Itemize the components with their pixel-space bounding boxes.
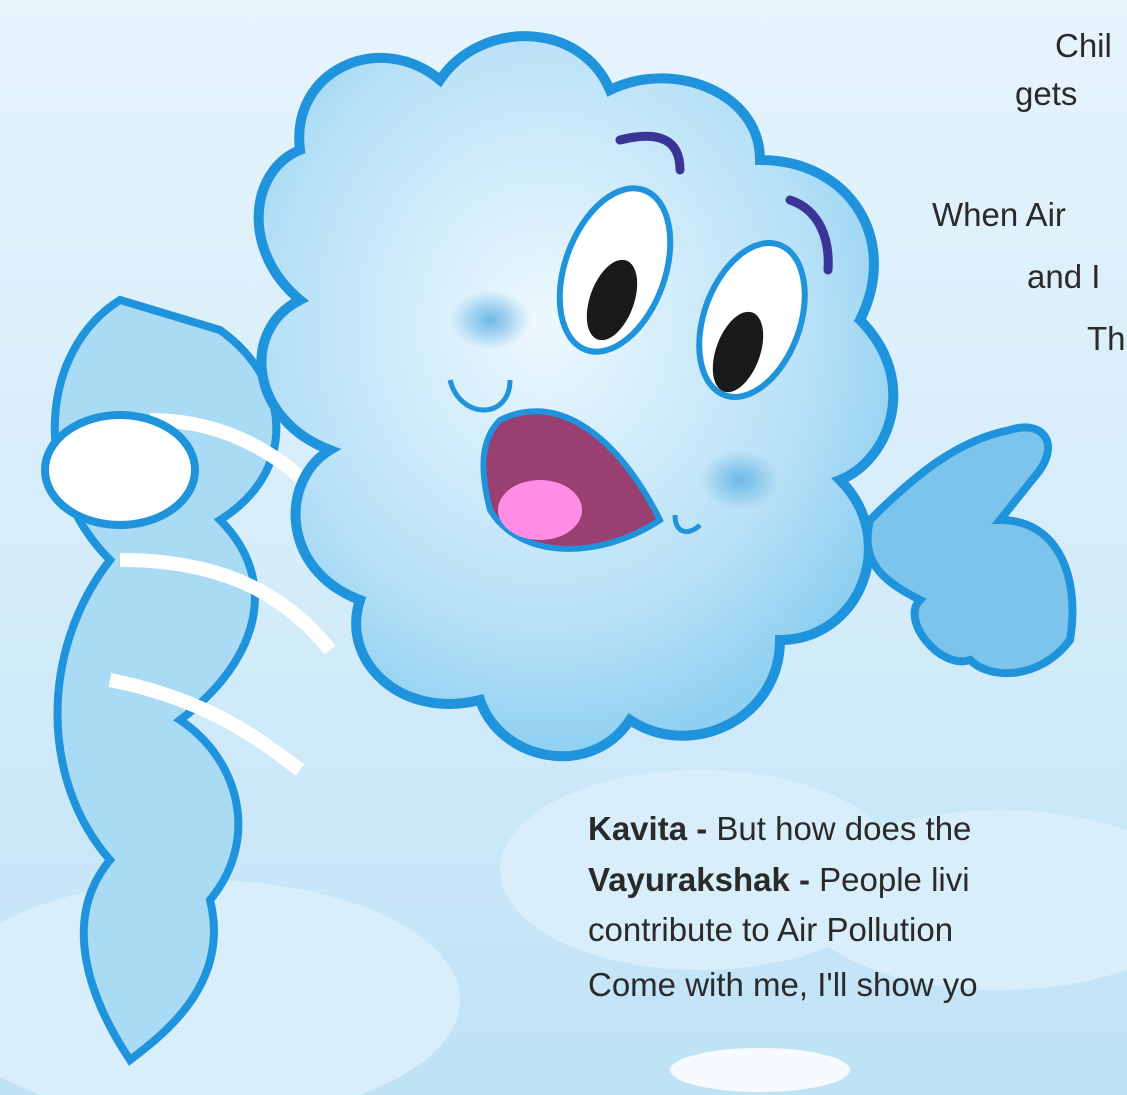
speaker: Vayurakshak -: [588, 861, 810, 898]
intro-line: Chil: [1055, 27, 1112, 64]
page: {"intro_lines": ["Chil", "gets", "When A…: [0, 0, 1127, 1095]
left-hand: [45, 415, 195, 525]
dialogue-line: Vayurakshak - People livi: [588, 861, 970, 898]
dialogue-line: Come with me, I'll show yo: [588, 966, 978, 1003]
dialogue-line: contribute to Air Pollution: [588, 911, 953, 948]
speech: But how does the: [716, 810, 971, 847]
intro-line: gets: [1015, 75, 1077, 112]
intro-line: and I: [1027, 258, 1100, 295]
speech: People livi: [819, 861, 969, 898]
intro-line: When Air: [932, 196, 1066, 233]
speaker: Kavita -: [588, 810, 707, 847]
scene: Chil gets When Air and I Th Kavita - But…: [0, 0, 1127, 1095]
intro-line: Th: [1087, 320, 1126, 357]
dialogue-line: Kavita - But how does the: [588, 810, 971, 847]
